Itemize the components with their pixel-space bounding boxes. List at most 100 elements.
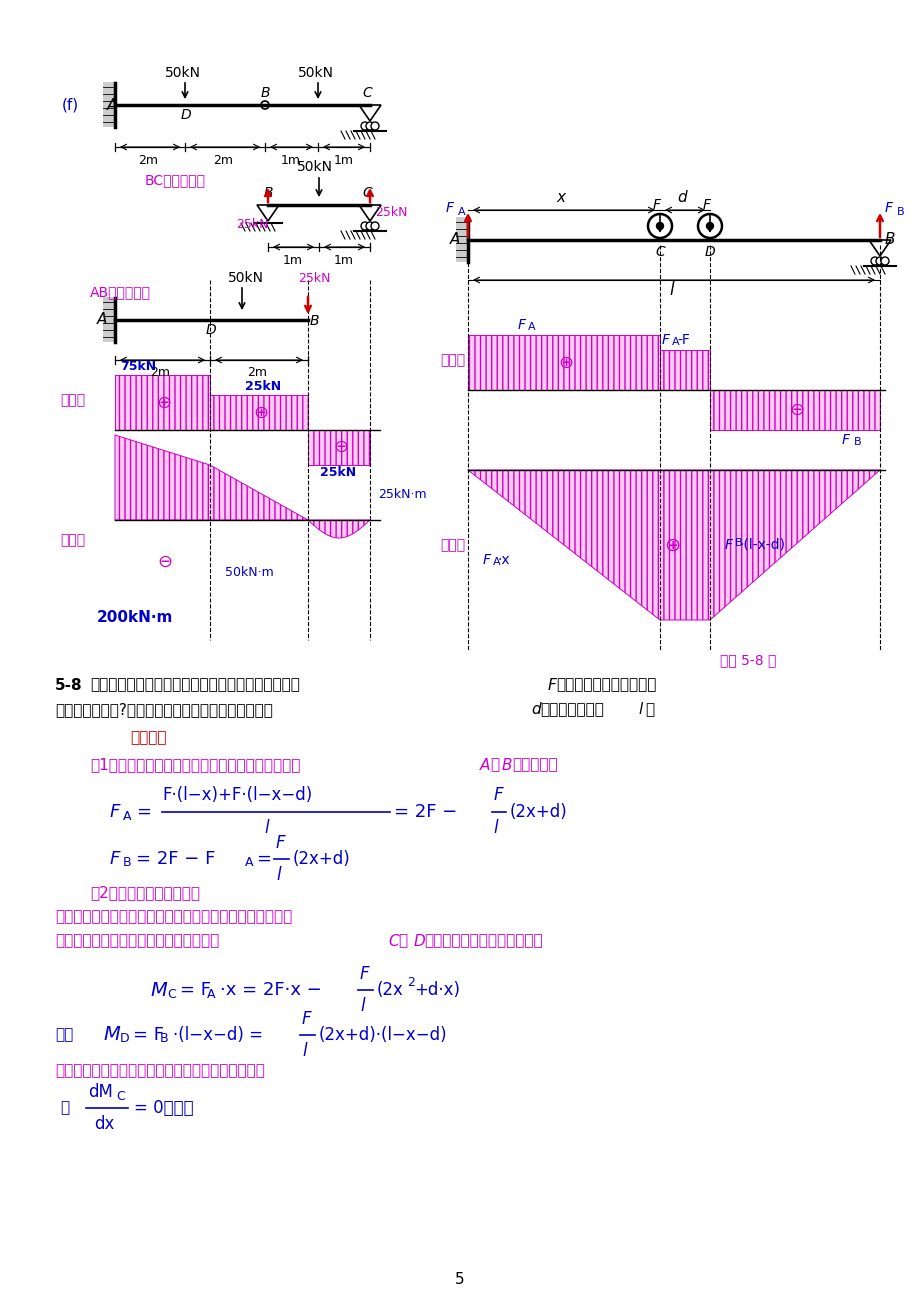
Text: F: F [359,965,369,983]
Text: ·(l-x-d): ·(l-x-d) [739,538,785,552]
Text: （1）画出小车在任意位置时梁的受力图，并求支座: （1）画出小车在任意位置时梁的受力图，并求支座 [90,758,300,772]
Text: 由弯矩图可知：梁的最大弯矩一定在车轮: 由弯矩图可知：梁的最大弯矩一定在车轮 [55,934,219,948]
Bar [103,297,115,342]
Text: d: d [676,190,686,206]
Text: 5-8: 5-8 [55,677,83,693]
Text: 或：: 或： [55,1027,74,1043]
Text: 50kN: 50kN [298,66,334,79]
Bar [709,391,879,430]
Text: 桥式起重机大梁上小车的每个轮子对大梁的压力均为: 桥式起重机大梁上小车的每个轮子对大梁的压力均为 [90,677,300,693]
Text: 的约束力。: 的约束力。 [512,758,557,772]
Text: B: B [734,538,742,548]
Text: = F: = F [180,980,210,999]
Text: D: D [206,323,216,337]
Circle shape [261,102,268,109]
Text: 梁内的弯矩最大?其最大弯矩为多少？设小车的轮距为: 梁内的弯矩最大?其最大弯矩为多少？设小车的轮距为 [55,703,273,717]
Text: = 2F − F: = 2F − F [136,850,215,868]
Text: F: F [301,1010,312,1029]
Text: x: x [555,190,564,206]
Text: 1m: 1m [280,154,301,167]
Text: 弯矩图: 弯矩图 [439,538,465,552]
Text: F: F [841,434,849,447]
Text: F·(l−x)+F·(l−x−d): F·(l−x)+F·(l−x−d) [162,786,312,805]
Circle shape [360,223,369,230]
Text: B: B [310,314,319,328]
Text: 1m: 1m [334,254,354,267]
Text: -F: -F [676,333,689,348]
Text: F: F [724,538,732,552]
Text: F: F [446,201,453,215]
Text: l: l [264,819,268,837]
Circle shape [656,223,663,229]
Text: 剪力图: 剪力图 [439,353,465,367]
Circle shape [647,214,671,238]
Text: （2）确定梁的最大弯矩。: （2）确定梁的最大弯矩。 [90,885,199,901]
Text: l: l [301,1042,306,1060]
Text: F: F [548,677,556,693]
Text: ·x = 2F·x −: ·x = 2F·x − [220,980,322,999]
Text: D: D [414,934,425,948]
Bar [210,395,308,430]
Text: (2x+d): (2x+d) [509,803,567,822]
Text: ⊖: ⊖ [157,553,172,572]
Polygon shape [868,240,890,256]
Text: A: A [458,207,465,217]
Text: A: A [449,233,460,247]
Text: F: F [702,198,710,212]
Bar [103,82,115,128]
Text: (f): (f) [62,98,79,112]
Text: 25kN: 25kN [298,272,330,285]
Text: 或: 或 [398,934,407,948]
Text: B: B [853,437,861,447]
Text: 25kN: 25kN [236,219,268,232]
Text: (2x+d)·(l−x−d): (2x+d)·(l−x−d) [319,1026,448,1044]
Text: 2m: 2m [246,366,267,379]
Text: C: C [116,1091,125,1104]
Text: B: B [123,857,131,870]
Text: l: l [276,866,280,884]
Text: ⊖: ⊖ [333,437,347,456]
Text: AB段为悬臂梁: AB段为悬臂梁 [90,285,151,299]
Text: A: A [96,312,108,328]
Bar [308,430,369,465]
Circle shape [870,256,878,266]
Text: = F: = F [133,1026,164,1044]
Bar [456,217,468,262]
Text: C: C [167,987,176,1000]
Text: B: B [896,207,903,217]
Text: B: B [264,186,273,201]
Text: 5: 5 [455,1272,464,1288]
Text: A: A [480,758,490,772]
Text: 200kN·m: 200kN·m [96,609,173,625]
Text: ·x: ·x [497,553,510,566]
Circle shape [366,122,374,130]
Text: ⊖: ⊖ [789,401,803,419]
Text: 1m: 1m [283,254,302,267]
Circle shape [880,256,888,266]
Text: D: D [119,1032,130,1046]
Text: ⊕: ⊕ [156,395,171,411]
Text: = 2F −: = 2F − [393,803,457,822]
Text: A: A [528,322,535,332]
Circle shape [360,122,369,130]
Text: C: C [361,186,371,201]
Text: BC段为简支梁: BC段为简支梁 [145,173,206,187]
Text: =: = [136,803,151,822]
Text: A: A [244,857,254,870]
Circle shape [698,214,721,238]
Text: l: l [637,703,641,717]
Text: C: C [654,245,664,259]
Text: D: D [181,108,191,122]
Text: B: B [884,233,894,247]
Text: 2m: 2m [138,154,158,167]
Text: (2x+d): (2x+d) [292,850,350,868]
Text: F: F [652,198,660,212]
Text: +d·x): +d·x) [414,980,460,999]
Text: d: d [530,703,540,717]
Text: l: l [359,997,364,1016]
Text: A: A [493,557,500,566]
Text: 25kN: 25kN [320,466,356,479]
Text: F: F [276,835,285,852]
Text: F: F [110,850,120,868]
Text: 1m: 1m [334,154,354,167]
